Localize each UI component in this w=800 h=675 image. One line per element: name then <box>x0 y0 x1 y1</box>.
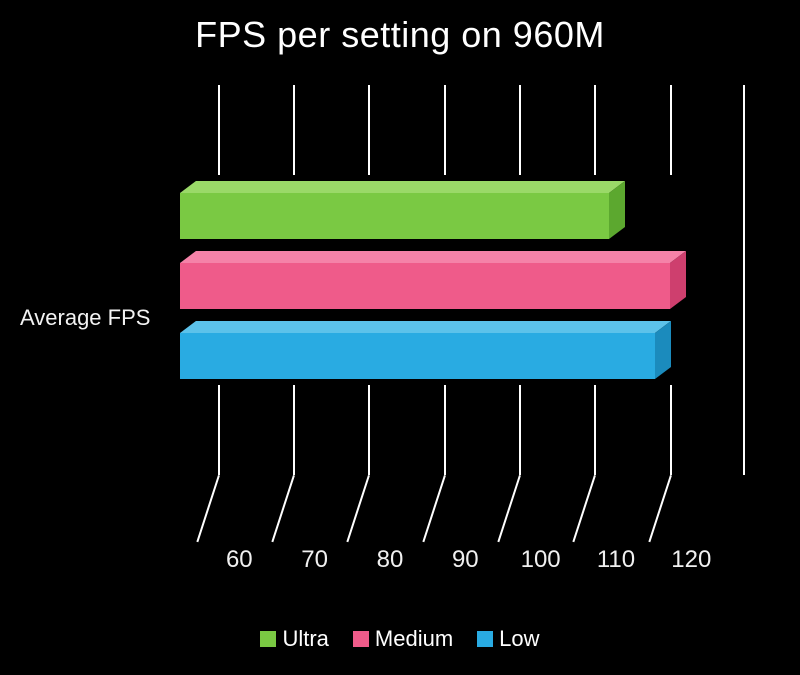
x-tick-leader <box>196 475 220 542</box>
bars-group <box>180 175 745 385</box>
x-tick-leader <box>497 475 521 542</box>
bar-side-face <box>609 181 625 239</box>
legend-swatch <box>353 631 369 647</box>
legend-swatch <box>260 631 276 647</box>
grid-tick-top <box>670 85 672 175</box>
bar-medium <box>180 245 745 315</box>
legend-label: Medium <box>375 626 453 652</box>
bar-low <box>180 315 745 385</box>
fps-chart: FPS per setting on 960M Average FPS Ultr… <box>0 0 800 675</box>
bar-ultra <box>180 175 745 245</box>
x-tick-label: 80 <box>377 546 404 574</box>
x-tick-label: 90 <box>452 546 479 574</box>
y-axis-label: Average FPS <box>20 305 150 331</box>
grid-tick-top <box>594 85 596 175</box>
bar-front-face <box>180 193 609 239</box>
bar-front-face <box>180 333 655 379</box>
plot-area <box>180 85 745 475</box>
legend-item-low: Low <box>477 626 539 652</box>
grid-tick-bottom <box>670 385 672 475</box>
legend-label: Ultra <box>282 626 328 652</box>
grid-tick-bottom <box>368 385 370 475</box>
x-tick-label: 120 <box>671 546 711 574</box>
bar-front-face <box>180 263 670 309</box>
x-tick-label: 60 <box>226 546 253 574</box>
x-tick-label: 100 <box>521 546 561 574</box>
grid-tick-bottom <box>519 385 521 475</box>
x-tick-leader <box>347 475 371 542</box>
legend-item-medium: Medium <box>353 626 453 652</box>
x-tick-leader <box>422 475 446 542</box>
legend: Ultra Medium Low <box>0 626 800 653</box>
x-tick-leader <box>271 475 295 542</box>
chart-title: FPS per setting on 960M <box>0 0 800 56</box>
grid-tick-top <box>444 85 446 175</box>
grid-tick-bottom <box>293 385 295 475</box>
bar-top-face <box>180 251 686 263</box>
legend-swatch <box>477 631 493 647</box>
grid-tick-top <box>218 85 220 175</box>
grid-tick-top <box>293 85 295 175</box>
x-tick-leader <box>648 475 672 542</box>
grid-tick-bottom <box>218 385 220 475</box>
bar-top-face <box>180 181 625 193</box>
legend-item-ultra: Ultra <box>260 626 328 652</box>
grid-tick-top <box>519 85 521 175</box>
grid-tick-bottom <box>444 385 446 475</box>
grid-tick-bottom <box>594 385 596 475</box>
x-tick-label: 110 <box>597 546 635 574</box>
grid-tick-top <box>368 85 370 175</box>
bar-top-face <box>180 321 671 333</box>
x-tick-leader <box>573 475 597 542</box>
plot-right-edge <box>743 85 745 475</box>
x-tick-label: 70 <box>301 546 328 574</box>
legend-label: Low <box>499 626 539 652</box>
